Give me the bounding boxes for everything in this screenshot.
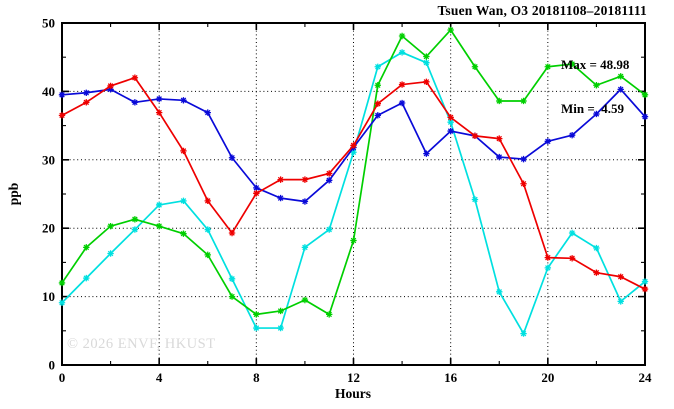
y-tick-label-30: 30 [42, 152, 55, 167]
x-tick-label-0: 0 [59, 370, 66, 385]
watermark-text: © 2026 ENVF, HKUST [67, 336, 216, 352]
y-tick-label-40: 40 [42, 84, 55, 99]
cyan-series-markers [58, 49, 649, 337]
chart-title: Tsuen Wan, O3 20181108–20181111 [437, 3, 647, 18]
x-tick-label-16: 16 [444, 370, 458, 385]
green-series-markers [58, 26, 649, 318]
red-series-markers [58, 74, 649, 293]
stats-annotation: Max = 48.98 Min = 4.59 [561, 29, 629, 145]
x-tick-label-12: 12 [347, 370, 360, 385]
x-axis-label: Hours [334, 386, 372, 401]
blue-series-markers [58, 86, 649, 205]
max-value-label: Max = 48.98 [561, 57, 630, 72]
x-tick-label-24: 24 [639, 370, 653, 385]
cyan-series-line [61, 51, 646, 335]
y-tick-label-20: 20 [42, 221, 55, 236]
y-tick-label-10: 10 [42, 289, 55, 304]
y-axis-label: ppb [6, 182, 21, 206]
y-tick-label-0: 0 [49, 358, 56, 373]
x-tick-label-20: 20 [541, 370, 554, 385]
x-tick-label-4: 4 [156, 370, 163, 385]
y-tick-label-50: 50 [42, 16, 55, 31]
min-value-label: Min = 4.59 [561, 100, 625, 116]
x-tick-label-8: 8 [253, 370, 260, 385]
